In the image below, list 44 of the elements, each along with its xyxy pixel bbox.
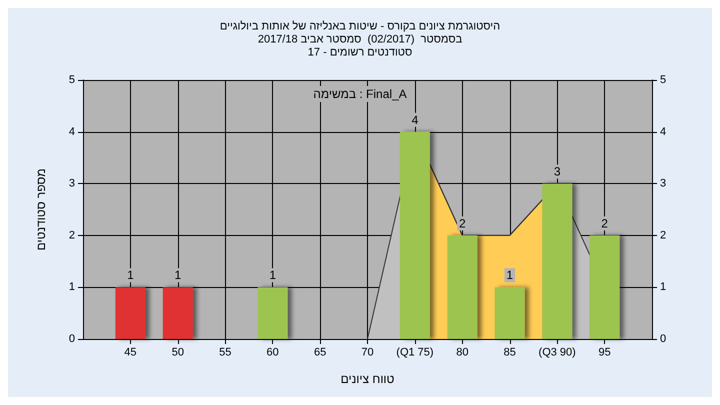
bar (258, 287, 288, 339)
data-label: 1 (174, 268, 182, 282)
data-label: 3 (554, 164, 561, 179)
bar (447, 235, 478, 339)
x-tick-label: 60 (266, 346, 279, 358)
x-axis-title: טווח ציונים (340, 372, 395, 386)
bar (115, 287, 146, 339)
y2-tick-label: 4 (660, 126, 666, 138)
data-label: 1 (506, 268, 514, 282)
x-tick-label: 85 (504, 346, 516, 358)
bar (494, 287, 525, 339)
x-tick-label: 70 (361, 346, 374, 358)
y2-tick-label: 1 (660, 281, 666, 294)
bar (400, 132, 430, 339)
x-tick-label: 65 (314, 346, 326, 358)
x-tick-label: (Q3 90) (538, 346, 576, 358)
x-tick-label: 80 (456, 346, 468, 358)
y-tick-label: 5 (68, 74, 75, 86)
y-tick-label: 2 (68, 229, 75, 242)
y2-tick-label: 2 (660, 229, 666, 242)
data-label: 2 (601, 216, 608, 230)
annotation: במשימה : Final_A (313, 87, 407, 101)
x-tick-label: 55 (219, 346, 232, 358)
data-label: 1 (127, 268, 134, 282)
bar (162, 287, 193, 339)
data-label: 2 (458, 216, 466, 230)
y2-tick-label: 5 (660, 74, 666, 86)
bar (542, 184, 572, 339)
bar (590, 235, 620, 339)
x-tick-label: 45 (124, 346, 137, 358)
y2-tick-label: 0 (660, 333, 666, 345)
y-axis-title: מספר סטודנטים (34, 168, 48, 251)
chart-title: היסטוגרמת ציונים בקורס - שיטות באנליזה של אותות ביולוגיים (220, 20, 500, 32)
y-tick-label: 0 (68, 333, 75, 345)
data-label: 1 (269, 268, 276, 282)
x-tick-label: 95 (598, 346, 611, 358)
chart-subtitle: בסמסטר (02/2017) סמסטר אביב 2017/18 סטודנטים רשומים - 17 (258, 34, 463, 58)
y2-tick-label: 3 (660, 178, 666, 190)
x-tick-label: 50 (172, 346, 184, 358)
y-tick-label: 4 (68, 126, 75, 138)
y-tick-label: 1 (68, 281, 75, 294)
x-tick-label: (Q1 75) (396, 346, 434, 358)
data-label: 4 (412, 112, 419, 127)
y-tick-label: 3 (68, 178, 75, 190)
